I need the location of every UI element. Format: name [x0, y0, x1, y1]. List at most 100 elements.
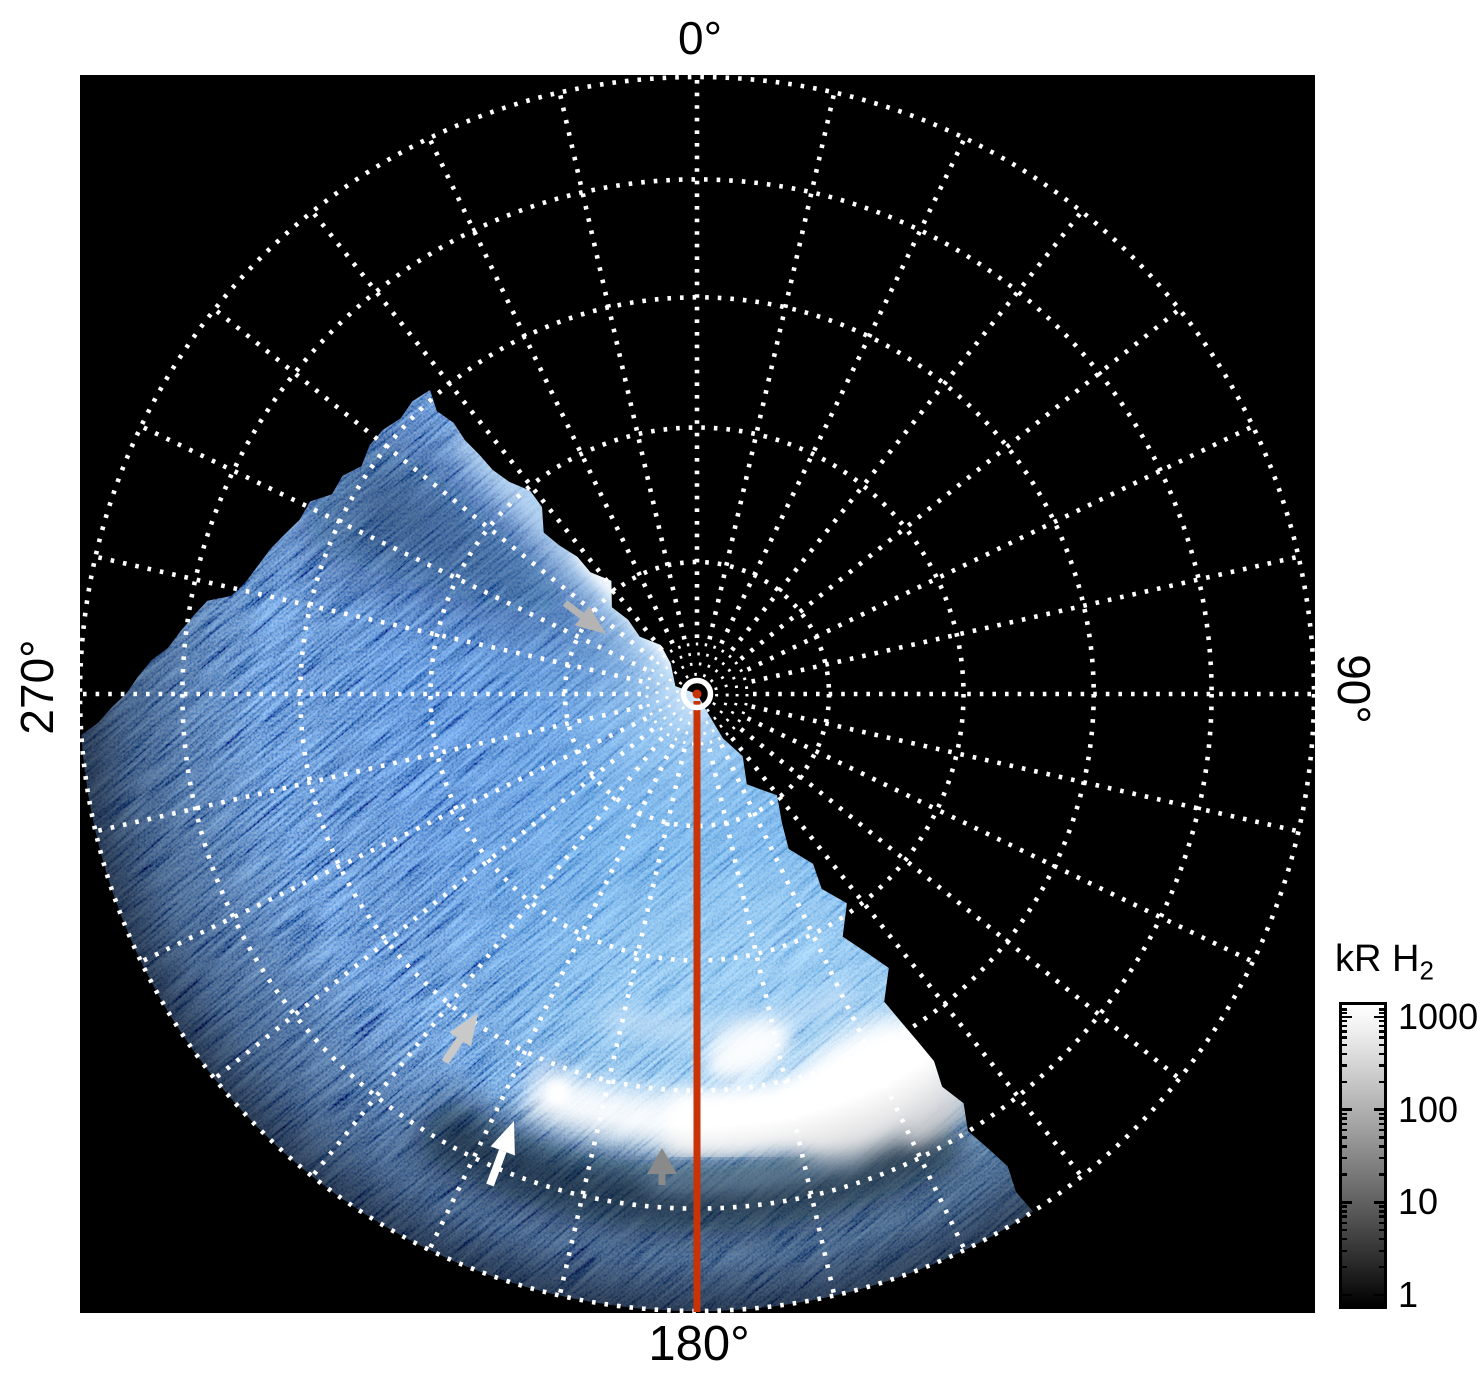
grid-radial-line [427, 137, 675, 645]
colorbar-tick [1342, 1043, 1347, 1047]
colorbar-tick [1342, 1293, 1352, 1297]
colorbar-tick [1374, 1108, 1384, 1111]
colorbar-tick [1342, 1117, 1347, 1120]
colorbar: kR H2 1000 100 10 1 [1326, 938, 1481, 1374]
colorbar-tick [1379, 1117, 1384, 1120]
colorbar-tick-label: 100 [1398, 1088, 1459, 1130]
center-dot [692, 689, 702, 699]
colorbar-tick [1342, 1221, 1347, 1225]
colorbar-tick [1342, 1112, 1347, 1116]
colorbar-tick [1342, 1156, 1347, 1160]
colorbar-tick [1379, 1043, 1384, 1047]
colorbar-tick [1379, 1129, 1384, 1132]
colorbar-tick [1342, 1229, 1347, 1232]
colorbar-tick [1342, 1008, 1347, 1011]
colorbar-tick [1379, 1238, 1384, 1241]
colorbar-tick [1342, 1024, 1347, 1028]
grid-radial-line [746, 716, 1254, 964]
colorbar-tick [1379, 1173, 1384, 1176]
colorbar-tick [1379, 1008, 1384, 1011]
colorbar-tick [1342, 1015, 1352, 1019]
colorbar-tick [1342, 1011, 1347, 1015]
angle-label-0: 0° [678, 12, 722, 64]
colorbar-tick [1342, 1265, 1347, 1269]
colorbar-tick [1342, 1108, 1352, 1111]
grid-circle [80, 75, 1315, 1313]
colorbar-tick [1379, 1052, 1384, 1056]
grid-radial-line [310, 210, 664, 652]
white-arrow-southwest [486, 1121, 515, 1187]
grid-circle [655, 652, 739, 736]
colorbar-tick [1379, 1265, 1384, 1269]
colorbar-tick [1374, 1293, 1384, 1297]
colorbar-tick [1379, 1221, 1384, 1225]
colorbar-tick [1342, 1201, 1352, 1204]
colorbar-tick [1379, 1145, 1384, 1148]
grid-radial-line [751, 554, 1300, 684]
grid-radial-line [707, 91, 837, 640]
colorbar-tick [1379, 1112, 1384, 1116]
colorbar-tick [1379, 1036, 1384, 1039]
grid-radial-line [719, 137, 967, 645]
grid-radial-line [213, 307, 655, 661]
colorbar-tick [1379, 1020, 1384, 1023]
colorbar-tick [1342, 1020, 1347, 1023]
angle-label-180: 180° [648, 1317, 750, 1371]
colorbar-tick-label: 1000 [1398, 996, 1479, 1037]
colorbar-tick [1342, 1122, 1347, 1126]
colorbar-tick [1379, 1030, 1384, 1033]
grid-radial-line [739, 307, 1181, 661]
grid-circle [675, 672, 719, 716]
colorbar-tick [1379, 1136, 1384, 1139]
gray-triangle-south [647, 1148, 677, 1185]
colorbar-tick-label: 1 [1398, 1274, 1419, 1315]
grid-circle [645, 642, 749, 746]
grid-radial-line [719, 743, 967, 1251]
colorbar-tick [1379, 1080, 1384, 1083]
colorbar-tick [1379, 1024, 1384, 1028]
colorbar-tick [1342, 1210, 1347, 1213]
colorbar-tick [1379, 1205, 1384, 1208]
grid-radial-line [730, 210, 1084, 652]
grid-radial-line [557, 91, 687, 640]
colorbar-tick [1379, 1011, 1384, 1015]
grid-radial-line [746, 424, 1254, 672]
colorbar-tick [1379, 1064, 1384, 1067]
colorbar-tick [1342, 1036, 1347, 1039]
colorbar-gradient [1339, 1002, 1387, 1309]
colorbar-title: kR H2 [1335, 938, 1434, 986]
colorbar-tick [1342, 1215, 1347, 1218]
grid-radial-line [140, 424, 648, 672]
center-ring [680, 677, 714, 711]
colorbar-tick [1379, 1122, 1384, 1126]
colorbar-tick [1379, 1156, 1384, 1160]
colorbar-tick [1342, 1238, 1347, 1241]
colorbar-tick [1342, 1205, 1347, 1208]
colorbar-tick [1342, 1064, 1347, 1067]
colorbar-tick [1379, 1249, 1384, 1252]
aurora-polar-map [80, 75, 1315, 1313]
grid-radial-line [751, 704, 1300, 834]
grid-radial-line [94, 704, 643, 834]
grid-radial-line [707, 748, 837, 1297]
grid-radial-line [140, 716, 648, 964]
grid-radial-line [310, 736, 664, 1178]
colorbar-tick [1342, 1173, 1347, 1176]
grid-radial-line [427, 743, 675, 1251]
grid-radial-line [739, 727, 1181, 1081]
polar-grid [80, 75, 1315, 1313]
colorbar-tick [1379, 1210, 1384, 1213]
colorbar-tick [1342, 1030, 1347, 1033]
angle-label-90: 90° [1328, 654, 1380, 724]
gray-arrow-southwest [441, 1013, 478, 1065]
grid-radial-line [557, 748, 687, 1297]
angle-label-270: 270° [11, 639, 63, 735]
grid-radial-line [730, 736, 1084, 1178]
colorbar-tick [1374, 1015, 1384, 1019]
colorbar-tick [1379, 1229, 1384, 1232]
grid-radial-line [94, 554, 643, 684]
colorbar-tick-label: 10 [1398, 1181, 1439, 1223]
colorbar-tick [1342, 1136, 1347, 1139]
colorbar-tick [1374, 1201, 1384, 1204]
colorbar-tick [1342, 1052, 1347, 1056]
